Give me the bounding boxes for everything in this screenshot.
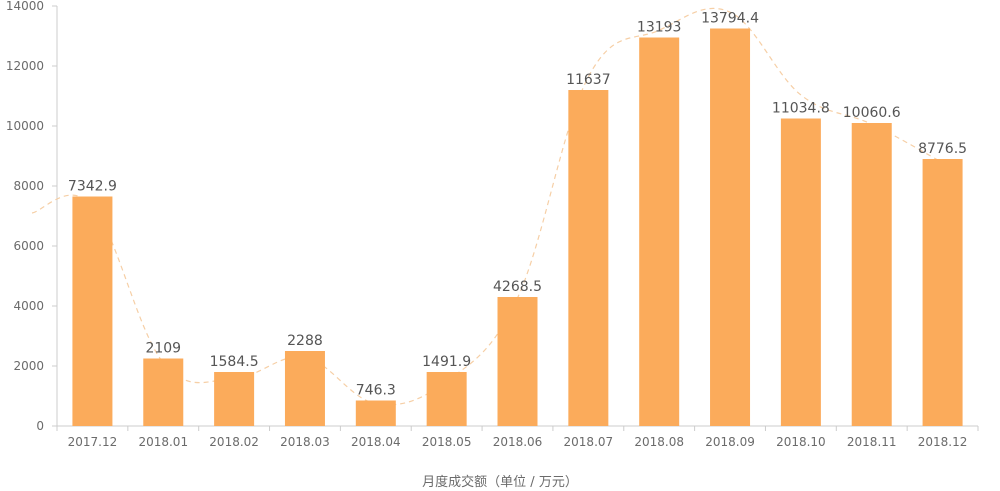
x-axis-title: 月度成交额（单位 / 万元） <box>422 474 578 490</box>
bar <box>780 118 821 426</box>
data-label: 4268.5 <box>493 279 542 295</box>
data-label: 13794.4 <box>701 11 759 27</box>
y-tick-label: 0 <box>36 419 44 433</box>
x-tick-label: 2018.08 <box>634 435 684 449</box>
x-tick-label: 2018.05 <box>422 435 472 449</box>
y-tick-label: 2000 <box>13 359 44 373</box>
x-tick-label: 2018.01 <box>138 435 188 449</box>
x-tick-label: 2018.07 <box>564 435 614 449</box>
x-tick-label: 2018.10 <box>776 435 826 449</box>
bar <box>851 123 892 426</box>
bar <box>143 358 184 426</box>
data-label: 11637 <box>566 72 611 88</box>
data-label: 2288 <box>287 333 323 349</box>
data-label: 2109 <box>145 341 181 357</box>
y-tick-label: 4000 <box>13 299 44 313</box>
data-label: 746.3 <box>356 383 396 399</box>
bar <box>710 28 751 426</box>
bar <box>214 372 255 426</box>
y-tick-label: 6000 <box>13 239 44 253</box>
data-label: 11034.8 <box>772 101 830 117</box>
data-label: 1491.9 <box>422 354 471 370</box>
y-tick-label: 8000 <box>13 179 44 193</box>
bar <box>639 37 680 426</box>
bar <box>922 159 963 426</box>
trend-line <box>31 7 943 406</box>
x-tick-label: 2018.12 <box>918 435 968 449</box>
bar <box>568 90 609 426</box>
data-label: 1584.5 <box>210 354 259 370</box>
data-label: 8776.5 <box>918 141 967 157</box>
data-labels: 7342.9 2109 1584.5 2288 746.3 1491.9 4268.5 116… <box>68 11 967 399</box>
x-tick-label: 2018.06 <box>493 435 543 449</box>
bar <box>355 400 396 426</box>
data-label: 7342.9 <box>68 179 117 195</box>
y-tick-label: 12000 <box>6 59 44 73</box>
bar <box>497 297 538 426</box>
bar <box>426 372 467 426</box>
y-axis: 0 2000 4000 6000 8000 10000 12000 14000 <box>6 0 58 433</box>
y-tick-label: 10000 <box>6 119 44 133</box>
x-tick-label: 2018.11 <box>847 435 897 449</box>
bar <box>284 351 325 426</box>
x-tick-label: 2018.04 <box>351 435 401 449</box>
x-axis: 2017.12 2018.01 2018.02 2018.03 2018.04 2018.… <box>56 425 979 449</box>
trend-path <box>31 7 943 406</box>
x-tick-label: 2018.03 <box>280 435 330 449</box>
bars <box>72 28 963 426</box>
x-tick-label: 2018.09 <box>705 435 755 449</box>
x-tick-label: 2017.12 <box>68 435 118 449</box>
x-tick-label: 2018.02 <box>209 435 259 449</box>
data-label: 10060.6 <box>843 105 901 121</box>
y-tick-label: 14000 <box>6 0 44 13</box>
data-label: 13193 <box>637 20 682 36</box>
bar <box>72 196 113 426</box>
